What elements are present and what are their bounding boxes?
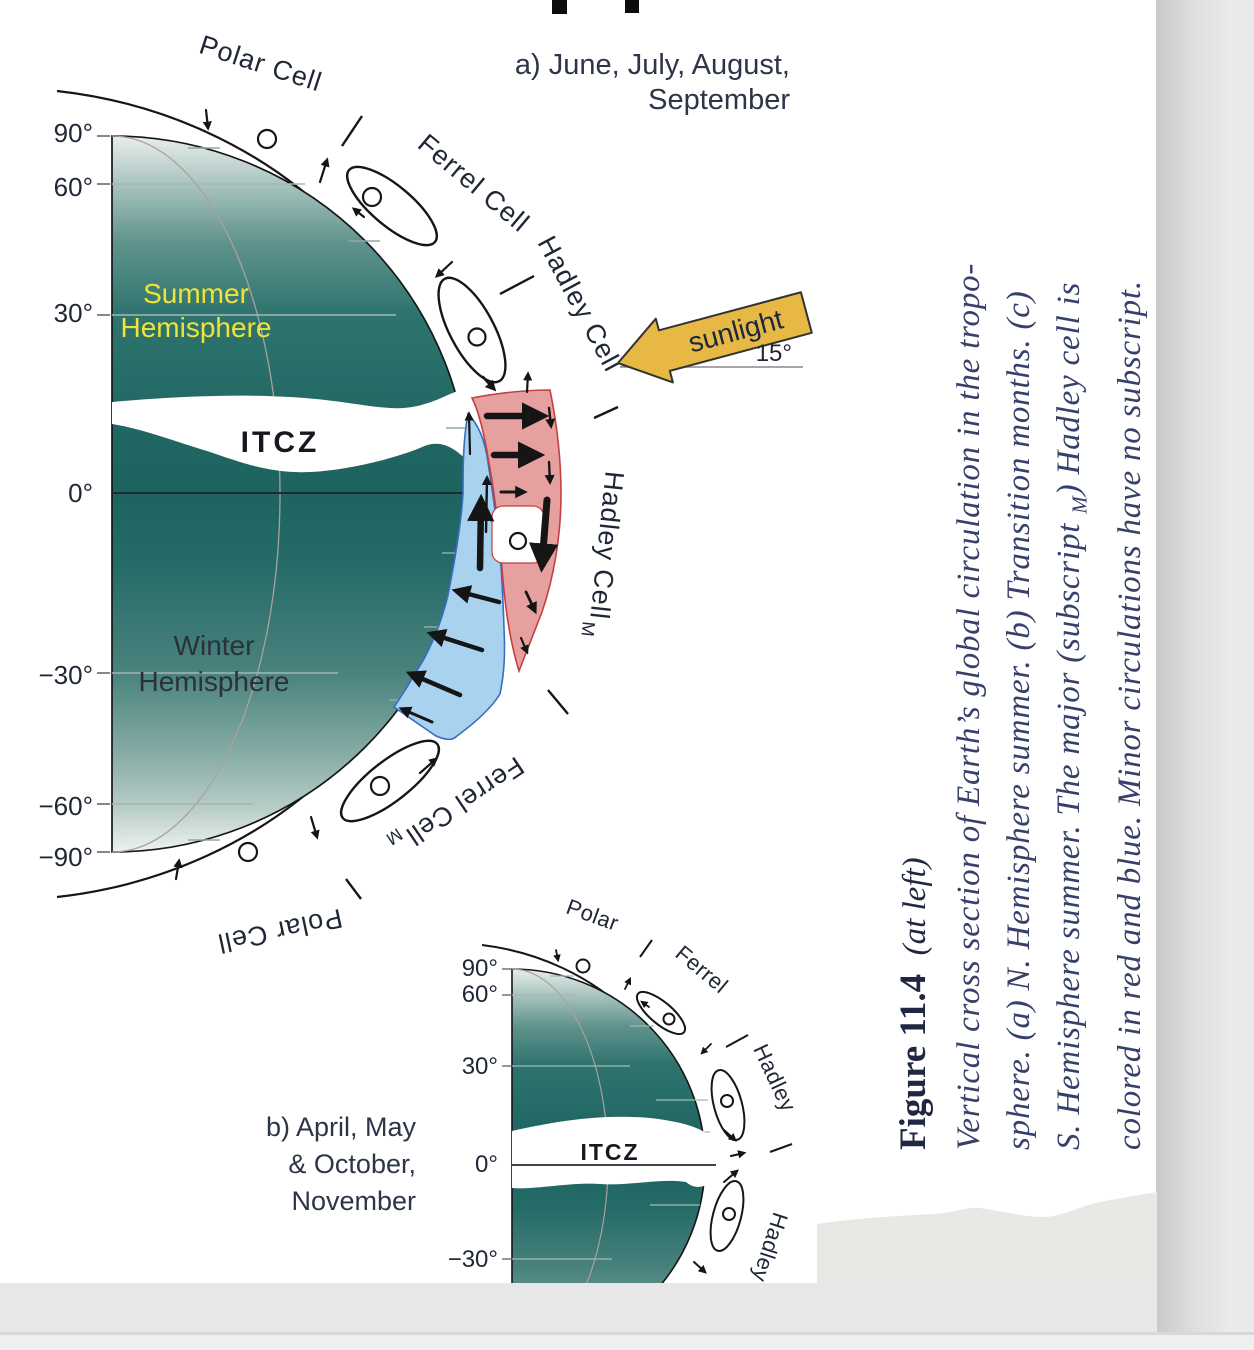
rim-label-polar-cell-s: Polar Cell	[215, 903, 346, 959]
summer-hemisphere-line2: Hemisphere	[121, 312, 272, 343]
rim-label-ferrel-b: Ferrel	[671, 940, 733, 998]
lat-label-30n: 30°	[54, 298, 93, 328]
lat-label-30s: −30°	[38, 660, 93, 690]
sun-angle-label: 15°	[756, 340, 792, 367]
rim-label-ticks-a	[341, 115, 619, 900]
rim-label-ferrel-cell-major: Ferrel CellM	[382, 747, 530, 862]
itcz-band-b	[512, 1116, 716, 1189]
bottom-strip	[0, 1335, 1254, 1350]
lat-b-90n: 90°	[462, 955, 498, 982]
winter-hemisphere-line1: Winter	[174, 630, 255, 661]
lat-label-0: 0°	[68, 478, 93, 508]
rim-label-polar-cell-n: Polar Cell	[196, 30, 326, 98]
panel-b-header-line2: & October,	[288, 1149, 416, 1179]
caption-line-2: sphere. (a) N. Hemisphere summer. (b) Tr…	[1001, 290, 1037, 1150]
eddy-circles-b	[575, 958, 736, 1221]
cropped-text-mark-left	[552, 0, 567, 14]
page-right-shadow	[1156, 0, 1230, 1350]
itcz-label-a: ITCZ	[241, 426, 320, 459]
rim-label-ticks-b	[639, 939, 793, 1153]
lat-b-0: 0°	[475, 1151, 498, 1178]
caption-line-4: colored in red and blue. Minor circulati…	[1111, 280, 1148, 1150]
circulation-arrows-b	[553, 949, 747, 1274]
eddy-circles-a	[237, 128, 528, 863]
caption-line-3-subscript: M	[1067, 495, 1092, 514]
sunlight-arrow: sunlight	[617, 291, 813, 384]
lat-b-60n: 60°	[462, 981, 498, 1008]
latitude-label-ticks-b	[502, 968, 512, 1260]
panel-a-header-line1: a) June, July, August,	[515, 49, 790, 81]
panel-b-annotations: 90° 60° 30° 0° −30° b) April, May & Octo…	[266, 955, 512, 1273]
panel-a-header-line2: September	[648, 84, 790, 116]
latitude-label-ticks-a	[97, 135, 110, 853]
itcz-band-a	[112, 380, 476, 473]
caption-line-1: Vertical cross section of Earth’s global…	[951, 262, 987, 1150]
caption-line-3-post: ) Hadley cell is	[1051, 281, 1087, 496]
rim-label-hadley-n-b: Hadley	[748, 1040, 801, 1115]
minor-cell-loops-a	[339, 165, 507, 823]
torn-paper-corner	[817, 1192, 1157, 1285]
caption-line-3-pre: S. Hemisphere summer. The major (subscri…	[1051, 513, 1087, 1150]
caption-line-3: S. Hemisphere summer. The major (subscri…	[1044, 105, 1105, 1150]
lat-b-30s: −30°	[448, 1246, 498, 1273]
lat-label-60n: 60°	[54, 172, 93, 202]
winter-hemisphere-line2: Hemisphere	[139, 666, 290, 697]
caption-title: Figure 11.4 (at left)	[885, 105, 944, 1150]
panel-b-transition-circulation: Polar Ferrel Hadley Hadley ITCZ	[481, 894, 801, 1285]
panel-a-summer-circulation: Polar Cell Ferrel Cell Hadley Cell Hadle…	[38, 30, 813, 959]
caption-figure-note: (at left)	[897, 857, 933, 956]
circulation-arrows-a	[173, 108, 559, 881]
rim-label-hadley-cell-n: Hadley Cell	[532, 231, 628, 377]
rim-label-polar-b: Polar	[563, 894, 622, 936]
lat-label-90n: 90°	[54, 118, 93, 148]
caption-figure-number: Figure 11.4	[893, 973, 934, 1150]
lat-b-30n: 30°	[462, 1053, 498, 1080]
latitude-lines-a	[112, 183, 396, 805]
lat-label-90s: −90°	[38, 842, 93, 872]
cropped-text-mark-right	[625, 0, 639, 13]
latitude-lines-b	[512, 975, 710, 1260]
lat-label-60s: −60°	[38, 791, 93, 821]
right-margin	[1228, 0, 1254, 1350]
summer-hemisphere-line1: Summer	[143, 278, 249, 309]
sunlight-annotation: sunlight 15°	[617, 291, 813, 384]
rim-label-hadley-s-b: Hadley	[747, 1209, 793, 1285]
figure-caption: Figure 11.4 (at left) Vertical cross sec…	[885, 105, 1155, 1150]
panel-b-header-line1: b) April, May	[266, 1112, 417, 1142]
rim-label-hadley-cell-major: Hadley CellM	[577, 469, 629, 640]
minor-cell-loops-b	[635, 990, 746, 1252]
bottom-edge-line	[0, 1332, 1254, 1335]
itcz-label-b: ITCZ	[580, 1139, 639, 1165]
panel-b-header-line3: November	[291, 1186, 416, 1216]
